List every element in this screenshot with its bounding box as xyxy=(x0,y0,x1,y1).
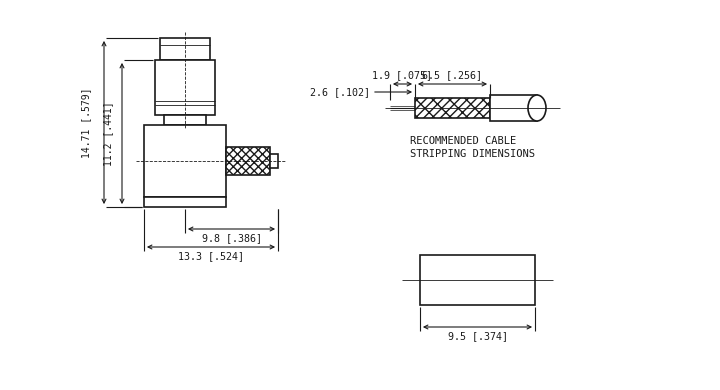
Text: RECOMMENDED CABLE: RECOMMENDED CABLE xyxy=(410,136,516,146)
Bar xyxy=(155,60,215,115)
Bar xyxy=(144,125,226,197)
Text: 1.9 [.075]: 1.9 [.075] xyxy=(372,70,433,80)
Text: STRIPPING DIMENSIONS: STRIPPING DIMENSIONS xyxy=(410,149,535,159)
Bar xyxy=(490,95,537,121)
Text: 2.6 [.102]: 2.6 [.102] xyxy=(310,87,370,97)
Text: 14.71 [.579]: 14.71 [.579] xyxy=(81,87,91,158)
Text: 9.5 [.374]: 9.5 [.374] xyxy=(448,331,508,341)
Bar xyxy=(160,38,210,60)
Bar xyxy=(415,98,490,118)
Ellipse shape xyxy=(528,95,546,121)
Text: 6.5 [.256]: 6.5 [.256] xyxy=(423,70,482,80)
Bar xyxy=(144,197,226,207)
Bar xyxy=(420,255,535,305)
Text: 13.3 [.524]: 13.3 [.524] xyxy=(178,251,244,261)
Bar xyxy=(226,147,270,175)
Text: 11.2 [.441]: 11.2 [.441] xyxy=(103,101,113,166)
Bar xyxy=(270,154,278,168)
Bar xyxy=(164,115,206,125)
Text: 9.8 [.386]: 9.8 [.386] xyxy=(202,233,261,243)
